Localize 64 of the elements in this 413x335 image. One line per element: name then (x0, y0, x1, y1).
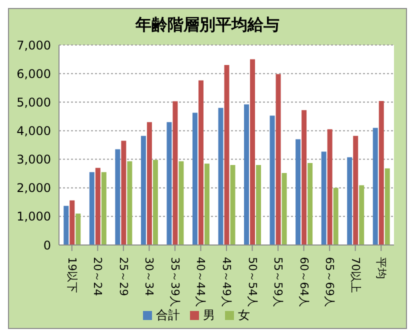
x-tick-label: 25～29 (116, 257, 130, 296)
bar (244, 104, 250, 245)
y-tick-label: 3,000 (16, 152, 51, 167)
bar (353, 136, 358, 245)
bar (192, 112, 198, 245)
bar (198, 80, 204, 245)
bar (384, 168, 390, 245)
bar (372, 128, 378, 245)
bar (172, 101, 178, 245)
x-tick-label: 60～64人 (297, 257, 310, 307)
bar (89, 172, 94, 245)
bar (333, 188, 338, 245)
x-tick-label: 30～34 (142, 257, 156, 296)
bar (127, 161, 132, 245)
legend-label: 女 (238, 308, 250, 322)
bar (101, 172, 106, 245)
bar (166, 122, 172, 245)
x-tick-label: 平均 (374, 257, 388, 279)
bar (276, 74, 281, 245)
legend-label: 合計 (156, 308, 180, 322)
y-tick-label: 1,000 (16, 210, 51, 224)
chart-title: 年齢階層別平均給与 (134, 14, 280, 36)
bar (359, 185, 364, 245)
x-tick-label: 20～24 (91, 257, 104, 296)
bar (302, 110, 307, 245)
bar (146, 122, 152, 245)
bar (230, 165, 236, 245)
x-tick-label: 55～59人 (272, 257, 285, 307)
legend-label: 男 (203, 308, 215, 322)
bar (76, 214, 81, 245)
bar (70, 200, 75, 245)
y-tick-label: 6,000 (16, 66, 51, 81)
bar (378, 101, 384, 245)
bar (296, 139, 301, 245)
bar (347, 157, 352, 245)
x-tick-label: 65～69人 (323, 257, 336, 307)
bar (121, 140, 126, 245)
x-tick-label: 70以上 (348, 257, 362, 293)
bar (250, 59, 256, 245)
x-tick-label: 50～54人 (246, 257, 259, 307)
bar (218, 108, 224, 245)
y-tick-label: 5,000 (16, 95, 51, 110)
bar (224, 65, 230, 245)
y-tick-label: 4,000 (16, 124, 51, 138)
x-tick-label: 19以下 (65, 257, 78, 293)
bar (327, 129, 332, 245)
bar (321, 152, 326, 245)
bar (115, 149, 120, 245)
bar (140, 136, 146, 245)
bar (204, 164, 210, 245)
bar (64, 206, 69, 245)
bar (270, 116, 275, 245)
bar (282, 173, 287, 245)
y-tick-label: 2,000 (16, 181, 51, 196)
bar (152, 160, 158, 245)
y-tick-label: 0 (43, 238, 51, 252)
x-tick-label: 40～44人 (194, 257, 208, 307)
y-tick-label: 7,000 (16, 38, 51, 52)
x-tick-label: 45～49人 (220, 257, 233, 307)
bar (178, 161, 184, 245)
bar (256, 165, 262, 245)
bar (308, 163, 313, 245)
bar (95, 168, 100, 245)
x-tick-label: 35～39人 (168, 257, 182, 307)
